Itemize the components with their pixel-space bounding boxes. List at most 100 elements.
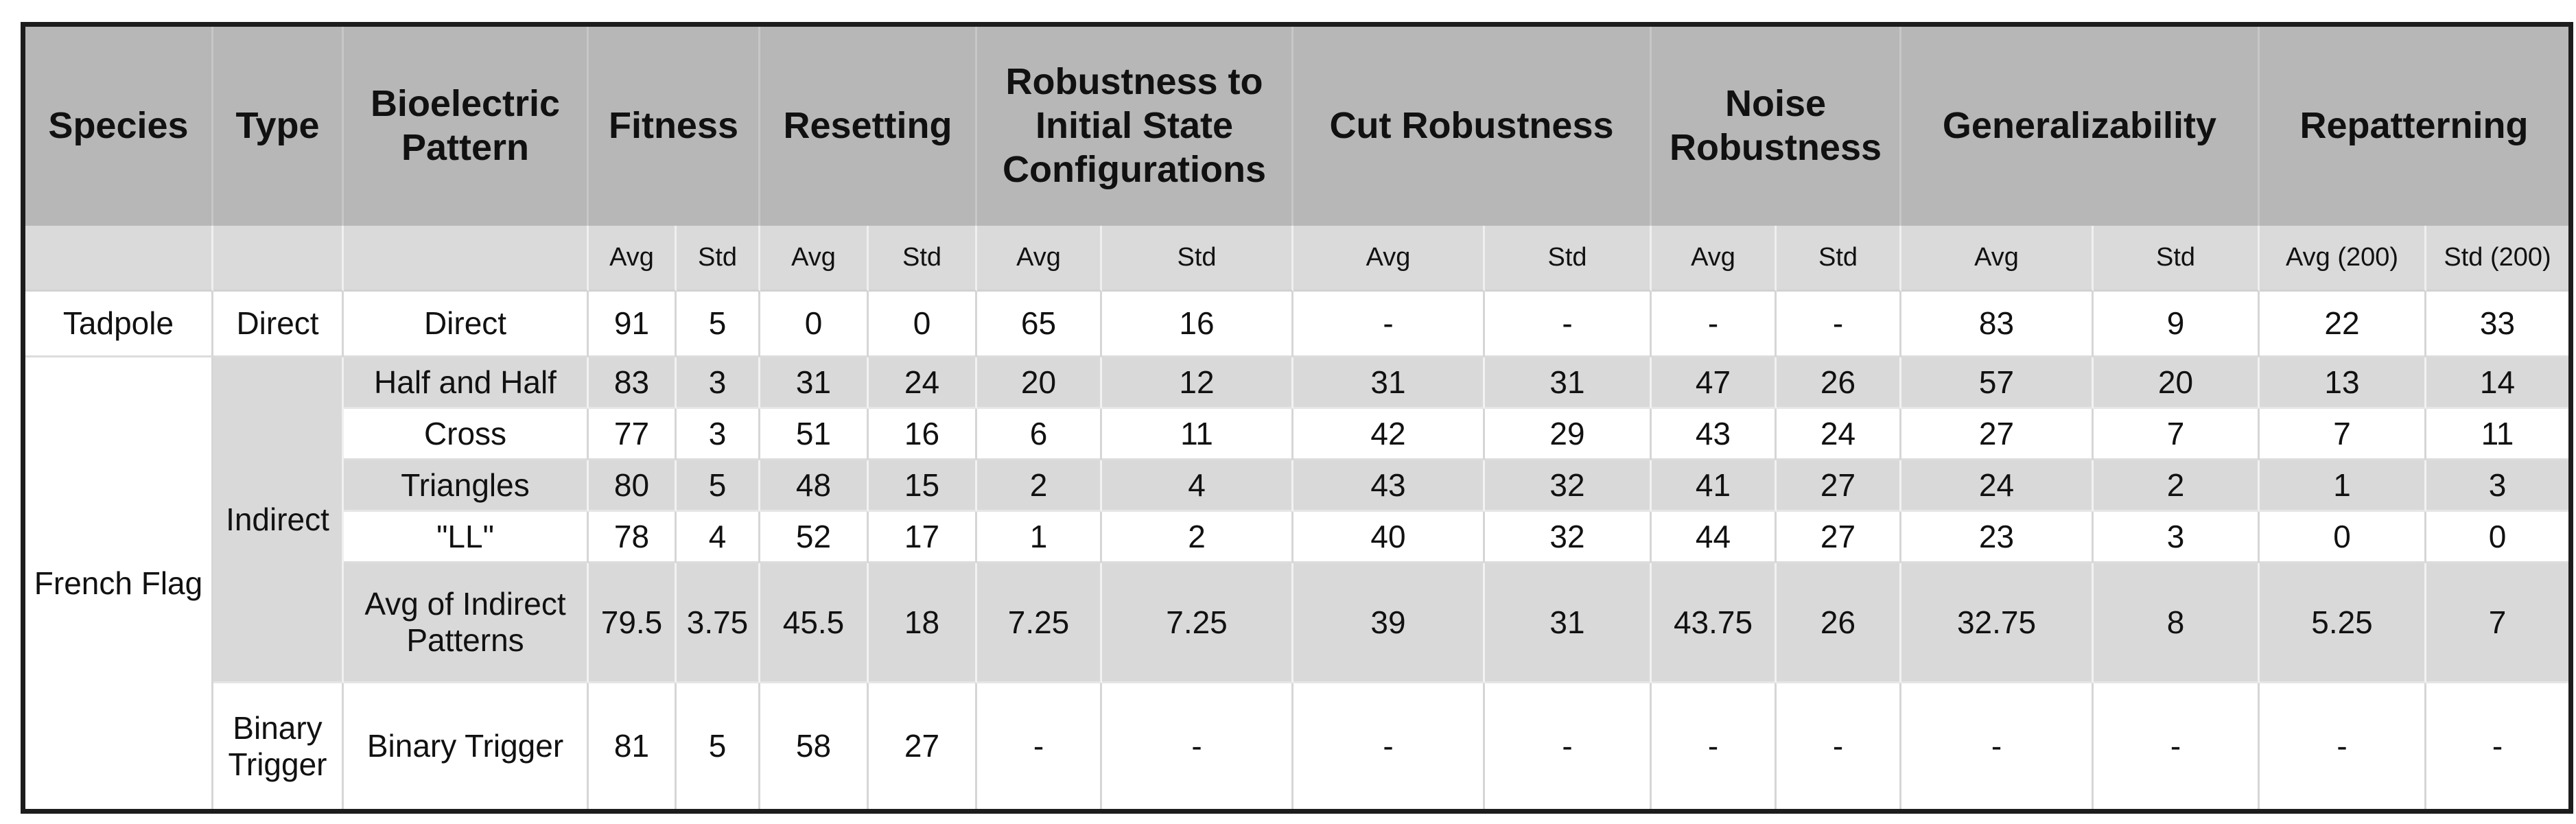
data-cell: 9 bbox=[2094, 292, 2260, 357]
data-cell: 11 bbox=[1102, 409, 1293, 460]
data-cell: - bbox=[1293, 683, 1485, 809]
header-row: Species Type Bioelectric Pattern Fitness… bbox=[25, 27, 2568, 226]
subheader-fitness-avg: Avg bbox=[589, 226, 677, 292]
table-row: Cross 77 3 51 16 6 11 42 29 43 24 27 7 7… bbox=[25, 409, 2568, 460]
data-cell: 57 bbox=[1901, 357, 2094, 409]
subheader-repatterning-avg200: Avg (200) bbox=[2260, 226, 2426, 292]
data-cell: 41 bbox=[1652, 460, 1777, 512]
type-cell: Binary Trigger bbox=[213, 683, 344, 809]
data-cell: - bbox=[1485, 683, 1652, 809]
data-cell: 27 bbox=[1901, 409, 2094, 460]
table-row: "LL" 78 4 52 17 1 2 40 32 44 27 23 3 0 0 bbox=[25, 512, 2568, 563]
table-row: Avg of Indirect Patterns 79.5 3.75 45.5 … bbox=[25, 563, 2568, 683]
data-cell: - bbox=[1102, 683, 1293, 809]
header-repatterning: Repatterning bbox=[2260, 27, 2568, 226]
pattern-cell: Half and Half bbox=[344, 357, 589, 409]
data-cell: 14 bbox=[2426, 357, 2568, 409]
data-cell: 43.75 bbox=[1652, 563, 1777, 683]
subheader-cut-std: Std bbox=[1485, 226, 1652, 292]
data-cell: - bbox=[2260, 683, 2426, 809]
data-cell: - bbox=[1777, 683, 1901, 809]
data-cell: 32 bbox=[1485, 460, 1652, 512]
data-cell: 24 bbox=[1901, 460, 2094, 512]
data-cell: 23 bbox=[1901, 512, 2094, 563]
data-cell: 4 bbox=[1102, 460, 1293, 512]
data-cell: 16 bbox=[869, 409, 977, 460]
species-cell: Tadpole bbox=[25, 292, 213, 357]
data-cell: 12 bbox=[1102, 357, 1293, 409]
data-cell: 15 bbox=[869, 460, 977, 512]
data-cell: 48 bbox=[760, 460, 869, 512]
results-table: Species Type Bioelectric Pattern Fitness… bbox=[21, 22, 2573, 814]
data-cell: 0 bbox=[760, 292, 869, 357]
header-cut-robustness: Cut Robustness bbox=[1293, 27, 1652, 226]
data-cell: 3 bbox=[2094, 512, 2260, 563]
data-cell: 2 bbox=[1102, 512, 1293, 563]
data-cell: 3 bbox=[677, 357, 760, 409]
data-cell: 24 bbox=[869, 357, 977, 409]
subheader-fitness-std: Std bbox=[677, 226, 760, 292]
data-cell: 45.5 bbox=[760, 563, 869, 683]
data-cell: 7.25 bbox=[1102, 563, 1293, 683]
data-cell: 83 bbox=[1901, 292, 2094, 357]
data-cell: 20 bbox=[977, 357, 1102, 409]
data-cell: 18 bbox=[869, 563, 977, 683]
data-cell: 81 bbox=[589, 683, 677, 809]
pattern-cell: "LL" bbox=[344, 512, 589, 563]
data-cell: 2 bbox=[977, 460, 1102, 512]
data-cell: 5 bbox=[677, 292, 760, 357]
data-cell: 11 bbox=[2426, 409, 2568, 460]
data-cell: 0 bbox=[2426, 512, 2568, 563]
header-type: Type bbox=[213, 27, 344, 226]
data-cell: 83 bbox=[589, 357, 677, 409]
data-cell: 7 bbox=[2094, 409, 2260, 460]
data-cell: 47 bbox=[1652, 357, 1777, 409]
data-cell: 31 bbox=[1293, 357, 1485, 409]
table-row: Tadpole Direct Direct 91 5 0 0 65 16 - -… bbox=[25, 292, 2568, 357]
subheader-spacer-pattern bbox=[344, 226, 589, 292]
data-cell: 51 bbox=[760, 409, 869, 460]
data-cell: 32.75 bbox=[1901, 563, 2094, 683]
data-cell: 31 bbox=[1485, 563, 1652, 683]
pattern-cell: Cross bbox=[344, 409, 589, 460]
data-cell: 31 bbox=[1485, 357, 1652, 409]
data-cell: 79.5 bbox=[589, 563, 677, 683]
data-cell: 52 bbox=[760, 512, 869, 563]
data-cell: 5 bbox=[677, 460, 760, 512]
subheader-generalizability-avg: Avg bbox=[1901, 226, 2094, 292]
subheader-robustness-avg: Avg bbox=[977, 226, 1102, 292]
pattern-cell: Triangles bbox=[344, 460, 589, 512]
data-cell: 77 bbox=[589, 409, 677, 460]
data-cell: 65 bbox=[977, 292, 1102, 357]
table-row: French Flag Indirect Half and Half 83 3 … bbox=[25, 357, 2568, 809]
data-cell: 3 bbox=[2426, 460, 2568, 512]
subheader-noise-avg: Avg bbox=[1652, 226, 1777, 292]
subheader-resetting-avg: Avg bbox=[760, 226, 869, 292]
header-robustness-initial-state: Robustness to Initial State Configuratio… bbox=[977, 27, 1293, 226]
data-cell: 39 bbox=[1293, 563, 1485, 683]
data-cell: 1 bbox=[977, 512, 1102, 563]
data-cell: 26 bbox=[1777, 357, 1901, 409]
species-cell: French Flag bbox=[25, 357, 213, 809]
data-cell: 58 bbox=[760, 683, 869, 809]
pattern-cell: Binary Trigger bbox=[344, 683, 589, 809]
data-cell: 0 bbox=[869, 292, 977, 357]
data-cell: 2 bbox=[2094, 460, 2260, 512]
data-cell: 43 bbox=[1652, 409, 1777, 460]
subheader-spacer-type bbox=[213, 226, 344, 292]
subheader-robustness-std: Std bbox=[1102, 226, 1293, 292]
data-cell: 7.25 bbox=[977, 563, 1102, 683]
data-cell: - bbox=[1901, 683, 2094, 809]
data-cell: 4 bbox=[677, 512, 760, 563]
subheader-noise-std: Std bbox=[1777, 226, 1901, 292]
subheader-cut-avg: Avg bbox=[1293, 226, 1485, 292]
data-cell: 17 bbox=[869, 512, 977, 563]
data-cell: 3 bbox=[677, 409, 760, 460]
subheader-row: Avg Std Avg Std Avg Std Avg Std Avg Std … bbox=[25, 226, 2568, 292]
table-row: Triangles 80 5 48 15 2 4 43 32 41 27 24 … bbox=[25, 460, 2568, 512]
table-figure: Species Type Bioelectric Pattern Fitness… bbox=[21, 22, 2573, 814]
subheader-resetting-std: Std bbox=[869, 226, 977, 292]
data-cell: 33 bbox=[2426, 292, 2568, 357]
data-cell: 31 bbox=[760, 357, 869, 409]
data-cell: 32 bbox=[1485, 512, 1652, 563]
